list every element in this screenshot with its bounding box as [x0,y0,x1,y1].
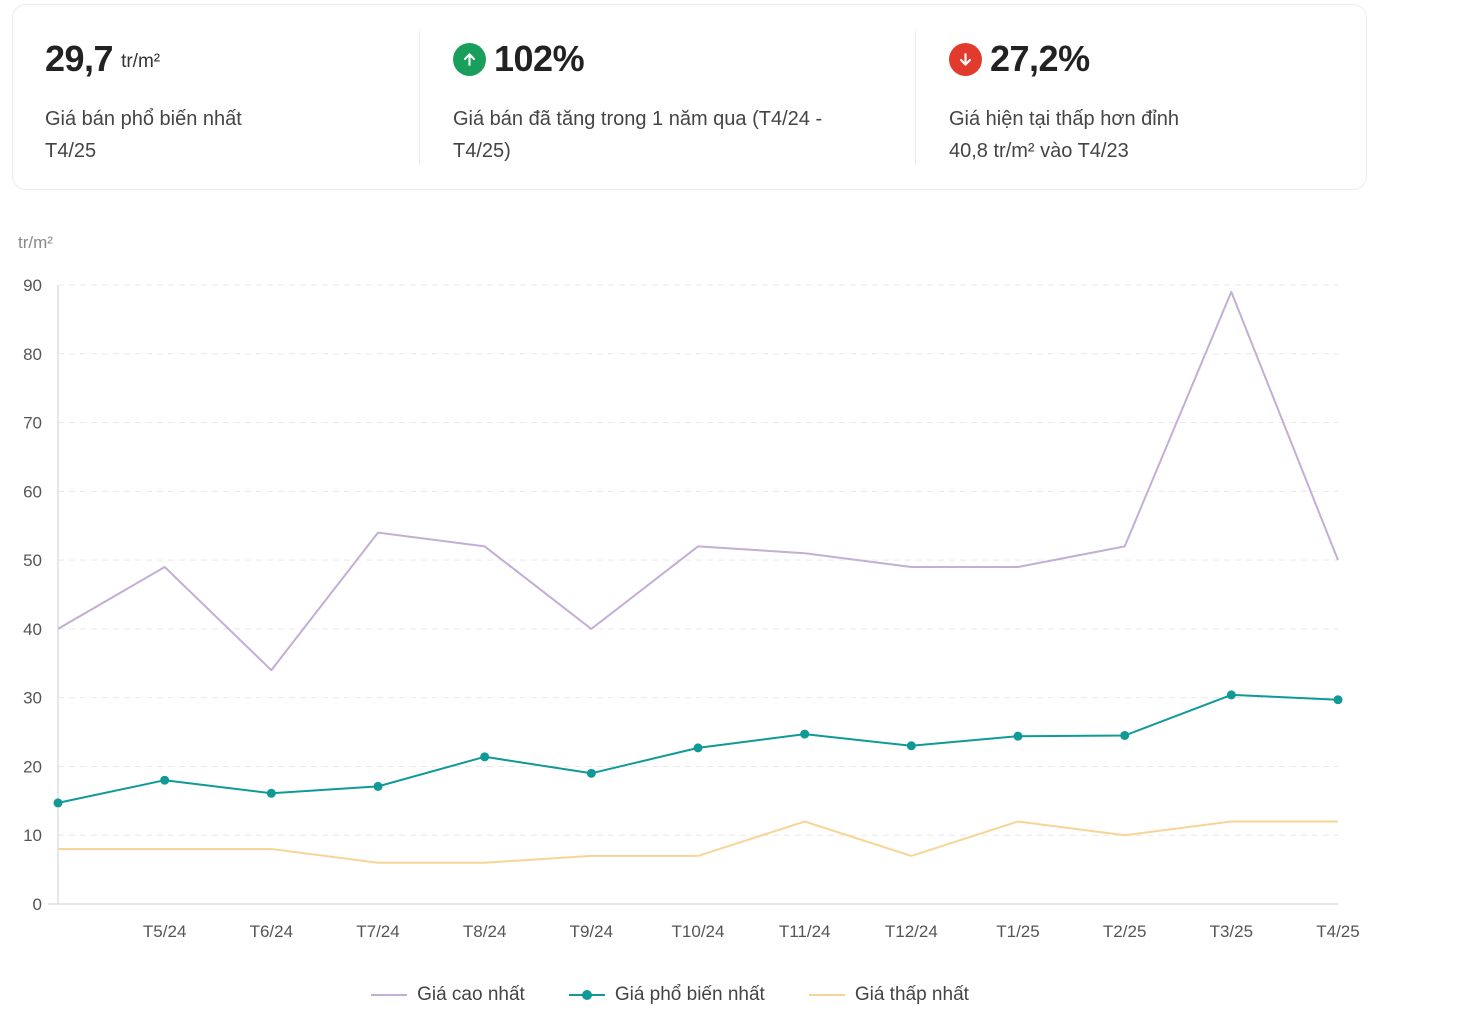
y-tick-label: 50 [23,551,42,570]
data-point[interactable] [586,768,596,778]
series-markers [53,690,1343,808]
x-tick-label: T12/24 [885,922,938,940]
stat-divider [915,31,916,165]
y-tick-label: 70 [23,414,42,433]
x-tick-label: T4/25 [1316,922,1359,940]
legend-item[interactable]: Giá phổ biến nhất [568,984,765,1006]
popular-price-description: Giá bán phổ biến nhất T4/25 [45,103,242,167]
x-tick-label: T2/25 [1103,922,1146,940]
stat-divider [419,31,420,165]
data-point[interactable] [160,775,170,785]
popular-price-value: 29,7 [45,38,114,79]
y-tick-label: 0 [33,895,42,914]
legend-item[interactable]: Giá cao nhất [371,984,525,1006]
data-point[interactable] [373,781,383,791]
popular-price-stat: 29,7 tr/m² Giá bán phổ biến nhất T4/25 [45,5,405,189]
data-point[interactable] [906,741,916,751]
x-tick-label: T5/24 [143,922,186,940]
price-growth-value: 102% [494,38,585,79]
legend-swatch [808,988,845,1002]
popular-price-desc-line1: Giá bán phổ biến nhất [45,108,242,130]
data-point[interactable] [53,798,63,808]
price-growth-description: Giá bán đã tăng trong 1 năm qua (T4/24 -… [453,103,822,167]
legend-label: Giá phổ biến nhất [614,984,765,1005]
y-tick-label: 20 [23,757,42,776]
price-line-chart-svg: tr/m² 0 10 20 30 40 50 60 70 80 90 T5/24 T6/24 T7/2… [18,233,1360,940]
y-tick-label: 40 [23,620,42,639]
x-tick-label: T7/24 [356,922,399,940]
x-tick-labels: T5/24 T6/24 T7/24 T8/24 T9/24 T10/24 T11/24 T12… [143,922,1360,940]
legend-swatch [371,988,408,1002]
chart-legend: Giá cao nhất Giá phổ biến nhất Giá thấp nh… [0,980,1460,1010]
y-tick-label: 60 [23,482,42,501]
y-tick-label: 90 [23,276,42,295]
price-summary-card: 29,7 tr/m² Giá bán phổ biến nhất T4/25 1… [12,4,1367,190]
below-peak-description: Giá hiện tại thấp hơn đỉnh 40,8 tr/m² và… [949,103,1179,167]
popular-price-unit: tr/m² [121,51,161,72]
below-peak-value: 27,2% [990,38,1090,79]
x-tick-label: T6/24 [250,922,293,940]
legend-item[interactable]: Giá thấp nhất [808,984,969,1006]
series-line-2 [58,820,1338,864]
price-growth-desc-line1: Giá bán đã tăng trong 1 năm qua (T4/24 - [453,108,823,130]
legend-label: Giá cao nhất [417,984,525,1005]
data-point[interactable] [1226,690,1236,700]
y-tick-label: 80 [23,345,42,364]
grid-lines [58,284,1338,836]
legend-label: Giá thấp nhất [854,984,969,1005]
y-tick-label: 10 [23,826,42,845]
legend-swatch [568,988,605,1002]
price-growth-stat: 102% Giá bán đã tăng trong 1 năm qua (T4… [453,5,893,189]
data-point[interactable] [693,743,703,753]
arrow-down-icon [949,42,982,76]
x-tick-label: T1/25 [996,922,1039,940]
data-point[interactable] [1013,731,1023,741]
below-peak-desc-line1: Giá hiện tại thấp hơn đỉnh [949,108,1179,130]
arrow-up-icon [453,42,486,76]
series-line-0 [57,290,1339,672]
popular-price-desc-line2: T4/25 [45,140,97,162]
x-tick-label: T11/24 [779,922,831,940]
price-trend-chart: tr/m² 0 10 20 30 40 50 60 70 80 90 T5/24 T6/24 T7/2… [0,220,1460,940]
axes [48,285,1338,905]
x-tick-label: T9/24 [570,922,613,940]
data-point[interactable] [1120,730,1130,740]
y-axis-unit-label: tr/m² [18,233,53,252]
data-point[interactable] [480,752,490,762]
data-point[interactable] [800,729,810,739]
x-tick-label: T10/24 [672,922,725,940]
below-peak-desc-line2: 40,8 tr/m² vào T4/23 [949,140,1129,162]
below-peak-stat: 27,2% Giá hiện tại thấp hơn đỉnh 40,8 tr… [949,5,1349,189]
data-point[interactable] [1333,695,1343,705]
y-tick-label: 30 [23,689,42,708]
x-tick-label: T8/24 [463,922,506,940]
data-point[interactable] [266,788,276,798]
x-tick-label: T3/25 [1210,922,1253,940]
y-tick-labels: 0 10 20 30 40 50 60 70 80 90 [23,276,42,914]
series-lines [57,290,1339,864]
price-growth-desc-line2: T4/25) [453,140,511,162]
